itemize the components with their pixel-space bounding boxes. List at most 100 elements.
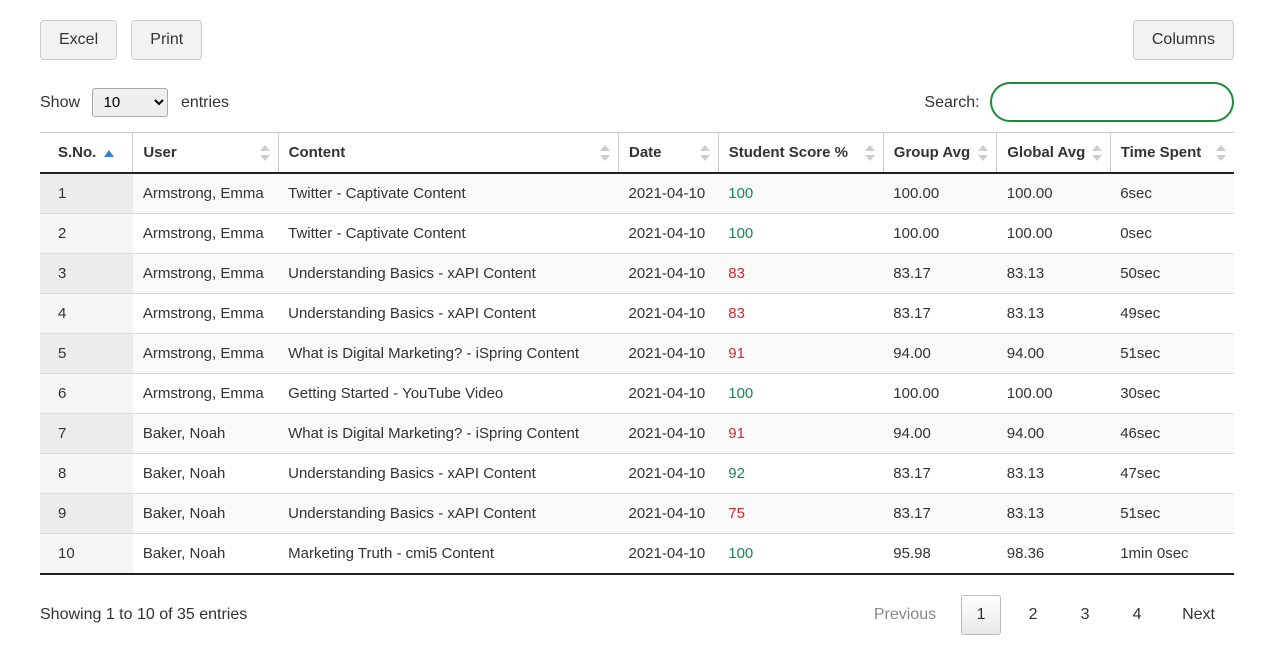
cell-score: 83 [718, 254, 883, 294]
cell-time-spent: 50sec [1110, 254, 1234, 294]
cell-date: 2021-04-10 [618, 254, 718, 294]
cell-group-avg: 83.17 [883, 454, 996, 494]
columns-button[interactable]: Columns [1133, 20, 1234, 60]
cell-group-avg: 100.00 [883, 173, 996, 214]
cell-time-spent: 1min 0sec [1110, 534, 1234, 575]
cell-date: 2021-04-10 [618, 214, 718, 254]
cell-global-avg: 83.13 [997, 454, 1110, 494]
cell-global-avg: 83.13 [997, 294, 1110, 334]
cell-global-avg: 94.00 [997, 334, 1110, 374]
length-control: Show 102550100 entries [40, 88, 229, 117]
cell-global-avg: 94.00 [997, 414, 1110, 454]
cell-sno: 2 [40, 214, 133, 254]
table-row: 5Armstrong, EmmaWhat is Digital Marketin… [40, 334, 1234, 374]
page-3[interactable]: 3 [1065, 595, 1105, 635]
cell-date: 2021-04-10 [618, 534, 718, 575]
cell-user: Armstrong, Emma [133, 254, 278, 294]
page-next[interactable]: Next [1169, 595, 1228, 635]
cell-date: 2021-04-10 [618, 173, 718, 214]
column-header-date[interactable]: Date [618, 133, 718, 174]
cell-user: Armstrong, Emma [133, 214, 278, 254]
entries-select[interactable]: 102550100 [92, 88, 168, 117]
excel-button[interactable]: Excel [40, 20, 117, 60]
cell-time-spent: 47sec [1110, 454, 1234, 494]
column-header-time[interactable]: Time Spent [1110, 133, 1234, 174]
cell-group-avg: 94.00 [883, 414, 996, 454]
report-table: S.No. User Content Date Student Score % Group… [40, 132, 1234, 575]
cell-user: Armstrong, Emma [133, 294, 278, 334]
cell-content: Getting Started - YouTube Video [278, 374, 618, 414]
sort-icon [865, 145, 875, 161]
table-row: 10Baker, NoahMarketing Truth - cmi5 Cont… [40, 534, 1234, 575]
column-header-score[interactable]: Student Score % [718, 133, 883, 174]
column-label: Global Avg [1007, 144, 1085, 161]
table-row: 2Armstrong, EmmaTwitter - Captivate Cont… [40, 214, 1234, 254]
show-label: Show [40, 94, 80, 111]
export-toolbar: Excel Print Columns [40, 20, 1234, 60]
table-row: 6Armstrong, EmmaGetting Started - YouTub… [40, 374, 1234, 414]
cell-score: 91 [718, 414, 883, 454]
column-header-content[interactable]: Content [278, 133, 618, 174]
cell-sno: 5 [40, 334, 133, 374]
cell-sno: 10 [40, 534, 133, 575]
sort-icon [260, 145, 270, 161]
cell-user: Baker, Noah [133, 454, 278, 494]
column-label: Student Score % [729, 144, 848, 161]
column-label: Content [289, 144, 346, 161]
column-header-grp[interactable]: Group Avg [883, 133, 996, 174]
cell-date: 2021-04-10 [618, 454, 718, 494]
cell-sno: 4 [40, 294, 133, 334]
table-info: Showing 1 to 10 of 35 entries [40, 606, 247, 624]
cell-user: Armstrong, Emma [133, 334, 278, 374]
cell-user: Baker, Noah [133, 534, 278, 575]
column-header-sno[interactable]: S.No. [40, 133, 133, 174]
cell-global-avg: 100.00 [997, 214, 1110, 254]
cell-group-avg: 100.00 [883, 214, 996, 254]
sort-icon [1216, 145, 1226, 161]
sort-icon [700, 145, 710, 161]
column-label: S.No. [58, 144, 96, 161]
column-header-user[interactable]: User [133, 133, 278, 174]
cell-group-avg: 83.17 [883, 294, 996, 334]
page-4[interactable]: 4 [1117, 595, 1157, 635]
cell-date: 2021-04-10 [618, 494, 718, 534]
table-row: 8Baker, NoahUnderstanding Basics - xAPI … [40, 454, 1234, 494]
cell-user: Armstrong, Emma [133, 374, 278, 414]
cell-content: What is Digital Marketing? - iSpring Con… [278, 334, 618, 374]
cell-group-avg: 95.98 [883, 534, 996, 575]
column-header-glb[interactable]: Global Avg [997, 133, 1110, 174]
cell-content: Marketing Truth - cmi5 Content [278, 534, 618, 575]
cell-date: 2021-04-10 [618, 414, 718, 454]
column-label: User [143, 144, 176, 161]
cell-sno: 3 [40, 254, 133, 294]
cell-score: 91 [718, 334, 883, 374]
cell-content: Twitter - Captivate Content [278, 214, 618, 254]
cell-score: 92 [718, 454, 883, 494]
cell-score: 100 [718, 173, 883, 214]
cell-user: Baker, Noah [133, 414, 278, 454]
cell-user: Baker, Noah [133, 494, 278, 534]
table-row: 3Armstrong, EmmaUnderstanding Basics - x… [40, 254, 1234, 294]
cell-content: What is Digital Marketing? - iSpring Con… [278, 414, 618, 454]
cell-content: Understanding Basics - xAPI Content [278, 494, 618, 534]
cell-user: Armstrong, Emma [133, 173, 278, 214]
sort-icon [978, 145, 988, 161]
cell-global-avg: 83.13 [997, 254, 1110, 294]
cell-score: 100 [718, 374, 883, 414]
cell-score: 100 [718, 534, 883, 575]
table-row: 4Armstrong, EmmaUnderstanding Basics - x… [40, 294, 1234, 334]
cell-date: 2021-04-10 [618, 334, 718, 374]
cell-score: 75 [718, 494, 883, 534]
column-label: Date [629, 144, 662, 161]
page-2[interactable]: 2 [1013, 595, 1053, 635]
cell-sno: 8 [40, 454, 133, 494]
entries-label: entries [181, 94, 229, 111]
cell-global-avg: 83.13 [997, 494, 1110, 534]
search-label: Search: [924, 94, 979, 111]
cell-global-avg: 100.00 [997, 374, 1110, 414]
cell-score: 100 [718, 214, 883, 254]
print-button[interactable]: Print [131, 20, 202, 60]
page-1[interactable]: 1 [961, 595, 1001, 635]
sort-icon [600, 145, 610, 161]
search-input[interactable] [990, 82, 1234, 122]
